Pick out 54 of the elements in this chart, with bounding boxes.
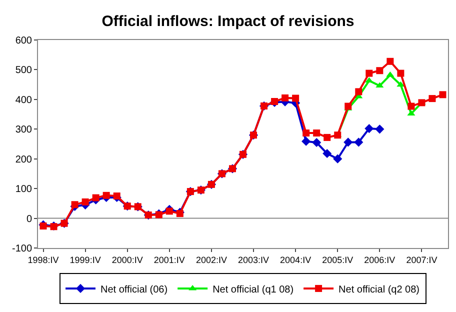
y-tick-label: 200: [15, 154, 32, 166]
point: [282, 94, 289, 102]
x-tick-label: 2004:IV: [280, 254, 312, 265]
point: [92, 194, 100, 202]
point: [312, 138, 322, 148]
x-tick-label: 2005:IV: [322, 254, 354, 265]
chart-title: Official inflows: Impact of revisions: [102, 13, 354, 30]
point: [176, 210, 184, 218]
point: [292, 94, 300, 102]
y-tick-label: 300: [15, 124, 32, 136]
point: [313, 130, 320, 137]
point: [376, 67, 384, 74]
point: [396, 81, 405, 87]
x-tick-label: 2006:IV: [364, 254, 396, 265]
legend-label: Net official (06): [100, 284, 168, 296]
point: [82, 198, 89, 206]
point: [71, 201, 78, 208]
point: [364, 124, 374, 134]
legend-label: Net official (q1 08): [212, 284, 294, 296]
point: [324, 134, 331, 141]
x-tick-label: 2002:IV: [196, 254, 227, 265]
x-tick-label: 1998:IV: [28, 254, 59, 265]
point: [302, 130, 310, 137]
point: [366, 70, 373, 77]
y-tick-label: -100: [12, 244, 32, 254]
y-tick-label: 400: [15, 94, 32, 106]
x-tick-label: 1999:IV: [70, 254, 101, 265]
point: [397, 70, 404, 77]
point: [344, 138, 353, 147]
point: [102, 192, 110, 199]
point: [166, 208, 173, 215]
y-tick-label: 0: [26, 214, 32, 225]
x-tick-label: 2001:IV: [154, 254, 185, 265]
point: [113, 192, 120, 200]
x-tick-label: 2007:IV: [406, 254, 438, 265]
x-tick-label: 2003:IV: [238, 254, 270, 265]
point: [344, 102, 352, 110]
legend-label: Net official (q2 08): [338, 284, 420, 296]
point: [354, 138, 364, 147]
y-tick-label: 500: [15, 65, 32, 76]
point: [376, 82, 384, 88]
point: [386, 58, 394, 65]
point: [408, 102, 415, 110]
point: [428, 95, 436, 102]
point: [355, 88, 362, 96]
point: [302, 136, 311, 146]
point: [439, 91, 446, 98]
point: [333, 154, 342, 164]
point: [322, 148, 332, 158]
point: [40, 222, 47, 230]
y-tick-label: 100: [15, 184, 32, 196]
x-tick-label: 2000:IV: [112, 254, 143, 265]
point: [375, 124, 384, 134]
y-tick-label: 600: [15, 36, 32, 46]
